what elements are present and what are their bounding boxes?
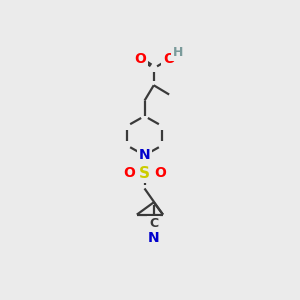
Text: O: O xyxy=(163,52,175,66)
Text: H: H xyxy=(173,46,184,59)
Text: O: O xyxy=(123,166,135,180)
Text: O: O xyxy=(134,52,146,66)
Text: N: N xyxy=(148,231,160,245)
Text: N: N xyxy=(139,148,150,162)
Text: O: O xyxy=(154,166,166,180)
Text: C: C xyxy=(149,218,158,230)
Text: S: S xyxy=(139,166,150,181)
